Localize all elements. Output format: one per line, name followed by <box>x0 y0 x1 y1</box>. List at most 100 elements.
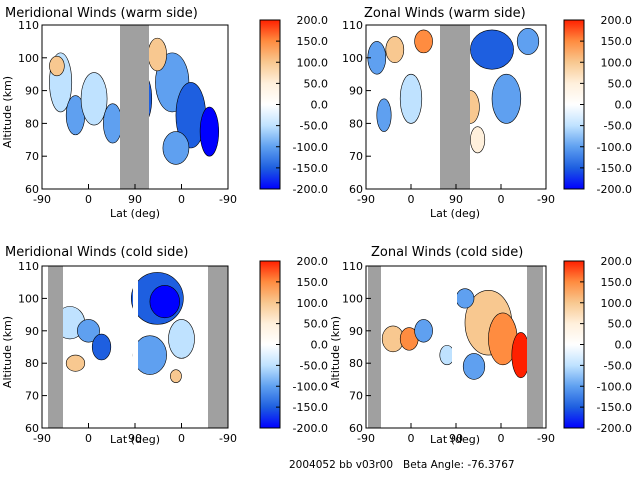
colorbar-tick-label: 50.0 <box>608 318 633 331</box>
y-tick-label: 70 <box>25 150 39 163</box>
x-tick-label: 0 <box>178 193 185 206</box>
y-tick-label: 80 <box>25 357 39 370</box>
x-tick-label: 0 <box>85 432 92 445</box>
colorbar-tick-label: -150.0 <box>293 401 328 414</box>
contour-field <box>54 272 195 383</box>
y-tick-label: 100 <box>342 292 363 305</box>
y-tick-label: 110 <box>342 260 363 273</box>
contour-blob <box>376 98 392 132</box>
x-tick-label: 0 <box>178 432 185 445</box>
colorbar-tick-label: -150.0 <box>597 401 632 414</box>
panel-3: Meridional Winds (cold side)110 100 90 80 70… <box>1 245 328 446</box>
colorbar-tick-label: -200.0 <box>597 422 632 435</box>
y-tick-label: 80 <box>349 357 363 370</box>
colorbar-tick-label: -150.0 <box>597 162 632 175</box>
colorbar-tick-label: 100.0 <box>297 297 329 310</box>
missing-data-band <box>527 266 543 428</box>
colorbar-tick-label: -50.0 <box>604 120 632 133</box>
contour-field <box>367 27 540 154</box>
colorbar-tick-label: 150.0 <box>297 35 329 48</box>
contour-blob <box>168 319 195 359</box>
y-tick-label: 90 <box>25 85 39 98</box>
contour-blob <box>399 73 423 124</box>
y-tick-label: 60 <box>25 183 39 196</box>
contour-blob <box>462 353 486 380</box>
x-axis-label: Lat (deg) <box>110 433 160 446</box>
y-axis-label: Altitude (km) <box>1 76 14 148</box>
contour-field <box>49 37 219 165</box>
colorbar-tick-label: 100.0 <box>601 56 633 69</box>
x-axis-label: Lat (deg) <box>430 433 480 446</box>
x-tick-label: -90 <box>219 193 237 206</box>
missing-data-band <box>48 266 63 428</box>
contour-blob <box>132 335 167 375</box>
x-tick-label: -90 <box>33 432 51 445</box>
contour-blob <box>170 369 182 383</box>
x-tick-label: 0 <box>408 193 415 206</box>
colorbar-tick-label: -100.0 <box>597 380 632 393</box>
colorbar-tick-label: 200.0 <box>601 14 633 27</box>
colorbar-tick-label: 50.0 <box>304 318 329 331</box>
x-tick-label: 0 <box>85 193 92 206</box>
contour-blob <box>491 73 522 124</box>
x-axis-label: Lat (deg) <box>110 207 160 220</box>
missing-data-band <box>208 266 228 428</box>
colorbar-tick-label: 200.0 <box>601 255 633 268</box>
x-tick-label: 90 <box>128 432 142 445</box>
colorbar-tick-label: -150.0 <box>293 162 328 175</box>
missing-data-band <box>120 25 149 189</box>
panel-title: Meridional Winds (cold side) <box>5 245 188 260</box>
contour-blob <box>149 285 180 319</box>
x-tick-label: -90 <box>357 432 375 445</box>
x-tick-label: 90 <box>449 193 463 206</box>
y-tick-label: 110 <box>18 260 39 273</box>
colorbar-tick-label: -50.0 <box>300 359 328 372</box>
y-axis-label: Altitude (km) <box>329 316 342 388</box>
contour-blob <box>414 29 433 54</box>
panel-title: Zonal Winds (cold side) <box>371 245 523 260</box>
colorbar-tick-label: -100.0 <box>293 380 328 393</box>
contour-blob <box>77 319 100 343</box>
panel-2: Zonal Winds (warm side)11010090807060-90… <box>342 6 632 220</box>
x-tick-label: 90 <box>128 193 142 206</box>
y-axis-label: Altitude (km) <box>1 316 14 388</box>
y-tick-label: 90 <box>349 325 363 338</box>
y-tick-label: 110 <box>18 19 39 32</box>
colorbar-tick-label: -50.0 <box>604 359 632 372</box>
colorbar-tick-label: 200.0 <box>297 14 329 27</box>
y-tick-label: 100 <box>18 52 39 65</box>
x-tick-label: -90 <box>219 432 237 445</box>
contour-blob <box>470 126 486 154</box>
colorbar-tick-label: -100.0 <box>293 141 328 154</box>
data-gap <box>452 266 457 428</box>
contour-blob <box>516 27 540 55</box>
colorbar-tick-label: 150.0 <box>297 276 329 289</box>
y-tick-label: 60 <box>349 422 363 435</box>
colorbar-tick-label: 100.0 <box>601 297 633 310</box>
missing-data-band <box>440 25 470 189</box>
colorbar-tick-label: 150.0 <box>601 35 633 48</box>
x-tick-label: -90 <box>537 193 555 206</box>
contour-blob <box>49 55 65 77</box>
colorbar-tick-label: 200.0 <box>297 255 329 268</box>
colorbar-tick-label: -100.0 <box>597 141 632 154</box>
x-tick-label: -90 <box>357 193 375 206</box>
colorbar-tick-label: 150.0 <box>601 276 633 289</box>
contour-blob <box>455 288 475 309</box>
contour-field <box>381 288 531 380</box>
x-axis-label: Lat (deg) <box>430 207 480 220</box>
y-tick-label: 100 <box>18 292 39 305</box>
colorbar-tick-label: 0.0 <box>311 99 329 112</box>
contour-blob <box>103 103 123 144</box>
x-tick-label: -90 <box>537 432 555 445</box>
contour-blob <box>91 333 112 361</box>
y-tick-label: 60 <box>25 422 39 435</box>
panel-title: Zonal Winds (warm side) <box>364 6 526 21</box>
colorbar-tick-label: -200.0 <box>293 183 328 196</box>
y-tick-label: 70 <box>349 390 363 403</box>
contour-blob <box>147 37 167 72</box>
x-tick-label: 0 <box>498 193 505 206</box>
contour-blob <box>414 319 433 343</box>
data-gap <box>133 266 138 428</box>
contour-blob <box>385 36 405 64</box>
